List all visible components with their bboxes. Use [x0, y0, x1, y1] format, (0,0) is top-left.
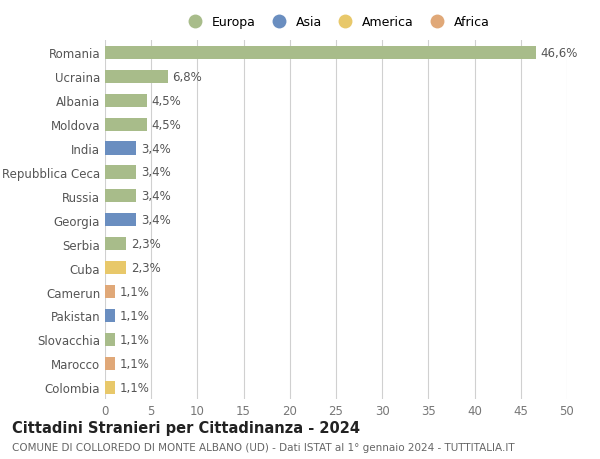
Text: 4,5%: 4,5%	[151, 95, 181, 107]
Bar	[105, 262, 126, 274]
Text: 3,4%: 3,4%	[141, 214, 171, 227]
Bar	[105, 95, 146, 107]
Text: 3,4%: 3,4%	[141, 190, 171, 203]
Bar	[105, 190, 136, 203]
Legend: Europa, Asia, America, Africa: Europa, Asia, America, Africa	[179, 13, 493, 32]
Bar	[105, 142, 136, 155]
Bar	[105, 238, 126, 251]
Text: 46,6%: 46,6%	[540, 47, 578, 60]
Text: 1,1%: 1,1%	[120, 357, 149, 370]
Text: 1,1%: 1,1%	[120, 381, 149, 394]
Text: Cittadini Stranieri per Cittadinanza - 2024: Cittadini Stranieri per Cittadinanza - 2…	[12, 420, 360, 435]
Bar	[105, 166, 136, 179]
Bar	[105, 47, 536, 60]
Text: 1,1%: 1,1%	[120, 309, 149, 322]
Text: 1,1%: 1,1%	[120, 285, 149, 298]
Bar	[105, 357, 115, 370]
Text: COMUNE DI COLLOREDO DI MONTE ALBANO (UD) - Dati ISTAT al 1° gennaio 2024 - TUTTI: COMUNE DI COLLOREDO DI MONTE ALBANO (UD)…	[12, 442, 515, 452]
Text: 3,4%: 3,4%	[141, 142, 171, 155]
Text: 4,5%: 4,5%	[151, 118, 181, 131]
Bar	[105, 381, 115, 394]
Bar	[105, 285, 115, 298]
Bar	[105, 71, 168, 84]
Text: 1,1%: 1,1%	[120, 333, 149, 346]
Text: 2,3%: 2,3%	[131, 262, 161, 274]
Bar	[105, 118, 146, 131]
Text: 2,3%: 2,3%	[131, 238, 161, 251]
Bar	[105, 214, 136, 227]
Bar	[105, 333, 115, 346]
Bar	[105, 309, 115, 322]
Text: 6,8%: 6,8%	[172, 71, 202, 84]
Text: 3,4%: 3,4%	[141, 166, 171, 179]
